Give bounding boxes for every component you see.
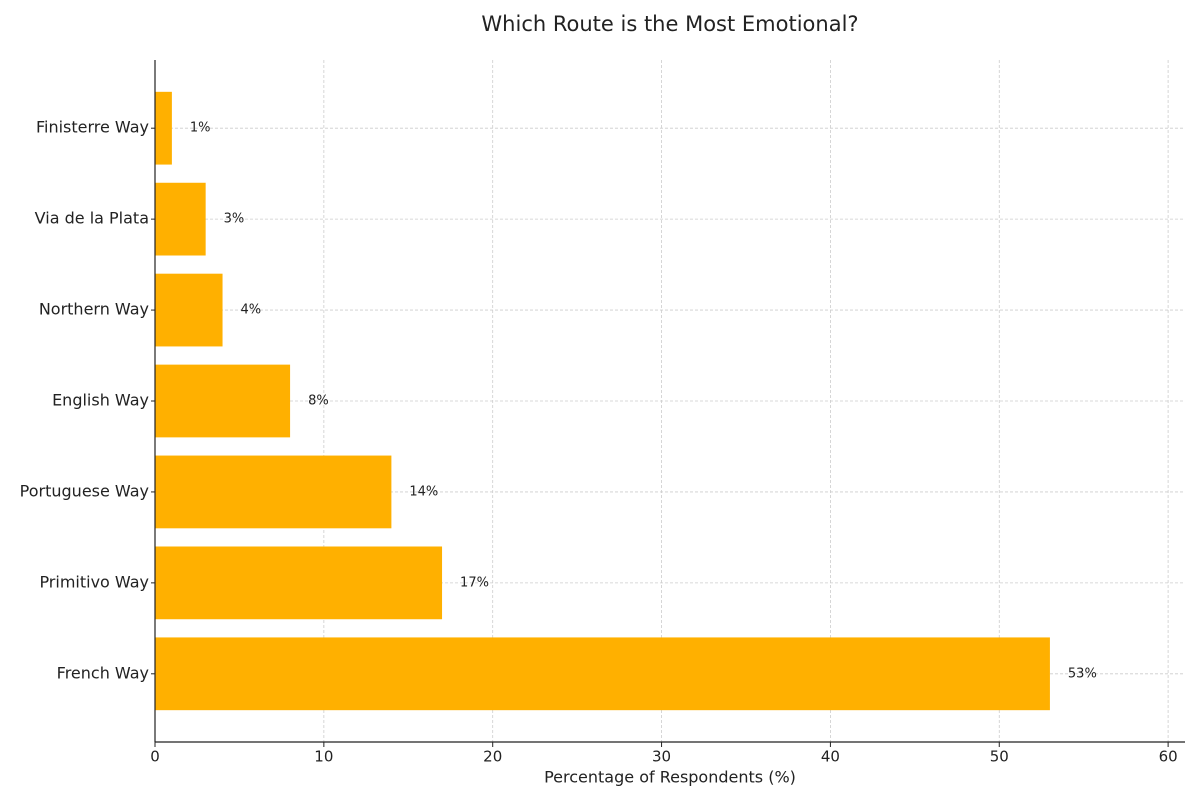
bar [155, 546, 443, 620]
bar [155, 91, 172, 165]
x-tick-label: 40 [821, 748, 840, 766]
x-tick-label: 60 [1159, 748, 1178, 766]
value-label: 4% [241, 303, 262, 318]
x-axis-label: Percentage of Respondents (%) [544, 768, 796, 787]
y-tick-label: Portuguese Way [20, 481, 149, 500]
bar [155, 455, 392, 529]
y-tick-label: Finisterre Way [36, 118, 149, 137]
bar [155, 182, 206, 256]
y-tick-label: Northern Way [39, 300, 149, 319]
y-tick-label: English Way [52, 391, 149, 410]
y-tick-label: French Way [57, 663, 149, 682]
x-tick-label: 10 [314, 748, 333, 766]
x-tick-label: 0 [150, 748, 160, 766]
x-tick-label: 20 [483, 748, 502, 766]
bar [155, 637, 1050, 711]
value-label: 3% [224, 212, 245, 227]
value-label: 1% [190, 121, 211, 136]
y-tick-label: Primitivo Way [39, 572, 149, 591]
x-tick-label: 50 [990, 748, 1009, 766]
bar [155, 273, 223, 347]
value-label: 17% [460, 575, 489, 590]
value-label: 8% [308, 394, 329, 409]
x-tick-label: 30 [652, 748, 671, 766]
value-label: 53% [1068, 666, 1097, 681]
chart-title: Which Route is the Most Emotional? [481, 12, 858, 36]
y-tick-label: Via de la Plata [35, 209, 149, 228]
value-label: 14% [409, 484, 438, 499]
bar [155, 364, 291, 438]
